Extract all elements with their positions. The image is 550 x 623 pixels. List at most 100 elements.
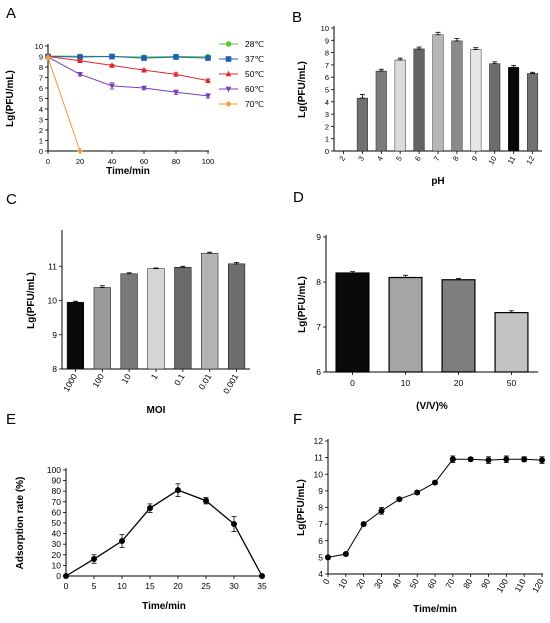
data-point [77, 57, 83, 63]
x-tick-label: 0 [64, 581, 69, 591]
data-point [205, 77, 211, 83]
y-tick-label: 12 [314, 436, 324, 446]
y-tick-label: 0 [325, 147, 329, 156]
y-tick-label: 8 [52, 364, 57, 374]
x-tick-label: 110 [512, 577, 528, 594]
series-0 [63, 483, 265, 579]
x-tick-label: 10 [401, 378, 411, 388]
data-point [109, 83, 115, 90]
x-tick-label: 15 [145, 581, 155, 591]
bar [508, 67, 520, 152]
y-tick-label: 8 [39, 63, 43, 72]
y-tick-label: 10 [35, 42, 43, 51]
bar [441, 279, 476, 373]
y-tick-label: 8 [318, 503, 323, 513]
bar [375, 70, 387, 152]
series-line [65, 489, 263, 577]
x-tick-label: 6 [413, 155, 423, 163]
data-point [225, 86, 232, 93]
bar [93, 287, 111, 370]
bar-5: 5 [394, 57, 406, 163]
y-tick-label: 50 [52, 518, 62, 528]
data-point [141, 66, 147, 73]
x-tick-label: 0 [46, 157, 50, 166]
x-tick-label: 50 [507, 378, 517, 388]
y-tick-label: 0 [39, 147, 43, 156]
x-tick-label: 0.01 [197, 372, 214, 392]
data-point [378, 507, 385, 514]
series-line [47, 56, 209, 82]
panel-label: C [6, 191, 17, 208]
y-tick-label: 9 [52, 330, 57, 340]
y-tick-label: 0 [56, 571, 61, 581]
series-3 [45, 54, 211, 100]
bar [147, 268, 165, 370]
series-0 [325, 455, 545, 561]
y-tick-label: 2 [39, 126, 43, 135]
x-tick-label: 70 [443, 577, 457, 590]
x-tick-label: 11 [506, 155, 518, 166]
data-point [147, 505, 153, 512]
series-line [47, 56, 209, 97]
series-line [327, 458, 543, 558]
y-axis-label: Lg(PFU/mL) [26, 272, 37, 329]
data-point [467, 456, 474, 463]
data-point [173, 89, 179, 96]
y-tick-label: 20 [52, 550, 62, 560]
y-tick-label: 60 [52, 507, 62, 517]
panel-label: B [292, 9, 302, 26]
y-tick-label: 10 [48, 296, 58, 306]
data-point [141, 55, 147, 61]
data-point [175, 487, 181, 494]
x-tick-label: 3 [356, 155, 366, 163]
x-tick-label: 80 [172, 157, 180, 166]
x-tick-label: 10 [486, 155, 498, 167]
data-point [225, 56, 232, 62]
bar-0.1: 0.1 [172, 265, 192, 387]
x-tick-label: 5 [394, 155, 404, 163]
x-axis-label: MOI [147, 405, 166, 416]
legend-entry: 50℃ [245, 69, 264, 79]
data-point [77, 54, 83, 60]
x-tick-label: 120 [530, 577, 546, 595]
bar [527, 73, 539, 152]
y-tick-label: 7 [325, 61, 329, 70]
bar-4: 4 [375, 68, 387, 163]
y-tick-label: 5 [318, 552, 323, 562]
bar [227, 263, 246, 370]
data-point [225, 100, 232, 108]
data-point [432, 479, 438, 486]
x-tick-label: 7 [432, 155, 442, 163]
y-axis-label: Lg(PFU/mL) [5, 70, 16, 127]
bar-1: 1 [147, 267, 165, 381]
data-point [414, 489, 421, 496]
x-tick-label: 30 [229, 581, 239, 591]
x-tick-label: 8 [451, 155, 461, 163]
bar-8: 8 [451, 38, 463, 163]
data-point [259, 573, 265, 579]
x-tick-label: 1 [149, 372, 160, 381]
data-point [205, 93, 211, 100]
panel-label: F [293, 411, 302, 428]
legend-entry: 28℃ [245, 39, 264, 49]
y-tick-label: 11 [48, 261, 57, 271]
y-tick-label: 7 [39, 74, 43, 83]
y-tick-label: 10 [314, 469, 324, 479]
bar [335, 272, 370, 373]
x-tick-label: 50 [408, 577, 422, 590]
x-tick-label: 9 [470, 155, 480, 163]
y-tick-label: 70 [52, 497, 62, 507]
x-tick-label: 80 [461, 577, 475, 590]
data-point [521, 456, 528, 463]
x-tick-label: 20 [454, 378, 464, 388]
data-point [360, 521, 367, 528]
bar-9: 9 [470, 47, 482, 163]
data-point [225, 70, 232, 77]
y-tick-label: 10 [321, 24, 329, 33]
x-tick-label: 30 [372, 577, 386, 590]
x-tick-label: 0.001 [221, 372, 240, 396]
x-tick-label: 10 [117, 581, 127, 591]
data-point [173, 71, 179, 77]
